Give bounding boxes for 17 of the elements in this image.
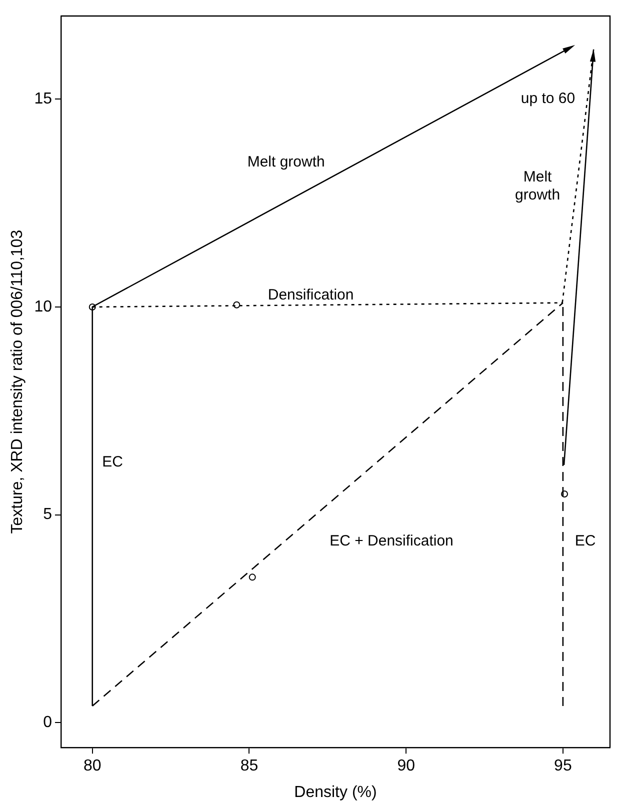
x-tick-label: 85 [240, 758, 258, 775]
y-tick-label: 10 [34, 298, 52, 316]
y-tick-label: 5 [43, 506, 52, 524]
x-tick-label: 90 [397, 758, 416, 775]
annotation: Melt growth [247, 153, 325, 170]
y-axis-title: Texture, XRD intensity ratio of 006/110,103 [9, 230, 26, 534]
annotation: Melt growth [515, 168, 560, 204]
x-axis-title: Density (%) [294, 784, 377, 801]
annotation: up to 60 [520, 90, 576, 107]
y-tick-label: 15 [34, 90, 52, 108]
annotation: EC [574, 532, 596, 550]
annotation: Densification [268, 286, 354, 304]
y-tick-label: 0 [43, 714, 52, 732]
x-tick-label: 95 [554, 758, 572, 775]
annotation: EC + Densification [330, 532, 454, 550]
x-tick-label: 80 [83, 758, 102, 775]
annotation: EC [102, 453, 124, 470]
